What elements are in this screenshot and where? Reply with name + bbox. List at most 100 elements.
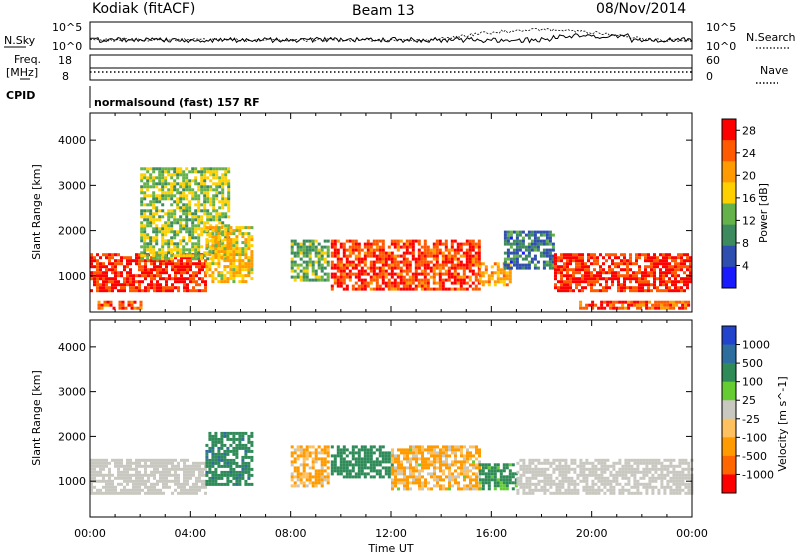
scatter-cell xyxy=(466,472,469,476)
scatter-cell xyxy=(418,469,421,473)
scatter-cell xyxy=(518,233,522,237)
scatter-cell xyxy=(111,491,114,495)
scatter-cell xyxy=(426,284,430,288)
scatter-cell xyxy=(198,470,201,474)
scatter-cell xyxy=(436,454,439,458)
scatter-cell xyxy=(114,476,117,480)
scatter-cell xyxy=(118,306,122,310)
scatter-cell xyxy=(167,224,171,228)
scatter-cell xyxy=(621,300,625,304)
scatter-cell xyxy=(400,451,403,455)
scatter-cell xyxy=(499,487,503,491)
scatter-cell xyxy=(493,469,497,473)
scatter-cell xyxy=(126,476,129,480)
scatter-cell xyxy=(384,460,388,464)
scatter-cell xyxy=(603,491,607,495)
scatter-cell xyxy=(522,464,526,468)
scatter-cell xyxy=(214,437,218,441)
scatter-cell xyxy=(302,448,306,452)
scatter-cell xyxy=(311,245,315,249)
scatter-cell xyxy=(223,434,227,438)
scatter-cell xyxy=(378,287,382,291)
scatter-cell xyxy=(427,451,430,455)
scatter-cell xyxy=(411,278,415,282)
scatter-cell xyxy=(493,283,497,287)
scatter-cell xyxy=(578,280,581,284)
scatter-cell xyxy=(147,479,150,483)
scatter-cell xyxy=(633,300,637,304)
scatter-cell xyxy=(201,262,204,266)
scatter-cell xyxy=(450,281,454,285)
scatter-cell xyxy=(103,300,107,304)
scatter-cell xyxy=(215,170,219,174)
scatter-cell xyxy=(518,263,522,267)
scatter-cell xyxy=(93,470,96,474)
scatter-cell xyxy=(217,256,221,260)
scatter-cell xyxy=(114,274,117,278)
scatter-cell xyxy=(211,446,215,450)
scatter-cell xyxy=(153,470,156,474)
scatter-cell xyxy=(436,445,439,449)
scatter-cell xyxy=(220,440,224,444)
scatter-cell xyxy=(518,245,522,249)
scatter-cell xyxy=(311,481,315,485)
scatter-cell xyxy=(474,275,478,279)
scatter-cell xyxy=(93,473,96,477)
scatter-cell xyxy=(192,277,195,281)
scatter-cell xyxy=(117,473,120,477)
scatter-cell xyxy=(173,248,177,252)
scatter-cell xyxy=(521,242,525,246)
scatter-cell xyxy=(197,233,201,237)
scatter-cell xyxy=(460,448,463,452)
scatter-cell xyxy=(518,266,522,270)
scatter-cell xyxy=(214,470,218,474)
colorbar-tick-label: 8 xyxy=(742,237,749,250)
scatter-cell xyxy=(167,227,171,231)
scatter-cell xyxy=(247,455,251,459)
scatter-cell xyxy=(305,278,309,282)
scatter-cell xyxy=(192,473,195,477)
scatter-cell xyxy=(186,470,189,474)
scatter-cell xyxy=(453,287,457,291)
scatter-cell xyxy=(156,479,159,483)
scatter-cell xyxy=(162,271,165,275)
scatter-cell xyxy=(438,266,442,270)
scatter-cell xyxy=(626,277,629,281)
scatter-cell xyxy=(641,271,644,275)
scatter-cell xyxy=(220,446,224,450)
scatter-cell xyxy=(140,233,144,237)
scatter-cell xyxy=(378,254,382,258)
scatter-cell xyxy=(600,300,604,304)
scatter-cell xyxy=(463,487,466,491)
scatter-cell xyxy=(165,277,168,281)
scatter-cell xyxy=(185,224,189,228)
scatter-cell xyxy=(555,464,559,468)
scatter-cell xyxy=(212,173,216,177)
scatter-cell xyxy=(205,461,209,465)
scatter-cell xyxy=(247,467,251,471)
scatter-cell xyxy=(612,479,616,483)
scatter-cell xyxy=(621,485,625,489)
scatter-cell xyxy=(512,257,516,261)
scatter-cell xyxy=(663,303,667,307)
scatter-cell xyxy=(557,256,560,260)
scatter-cell xyxy=(426,272,430,276)
scatter-cell xyxy=(534,464,538,468)
scatter-cell xyxy=(612,488,616,492)
scatter-cell xyxy=(311,263,315,267)
scatter-cell xyxy=(183,482,186,486)
scatter-cell xyxy=(525,464,529,468)
scatter-cell xyxy=(687,473,691,477)
scatter-cell xyxy=(415,445,418,449)
x-tick-label: 00:00 xyxy=(74,527,106,540)
scatter-cell xyxy=(384,457,388,461)
scatter-cell xyxy=(229,449,233,453)
scatter-cell xyxy=(581,277,584,281)
scatter-cell xyxy=(120,464,123,468)
scatter-cell xyxy=(505,277,509,281)
scatter-cell xyxy=(180,262,183,266)
scatter-cell xyxy=(584,280,587,284)
scatter-cell xyxy=(93,277,96,281)
scatter-cell xyxy=(402,275,406,279)
scatter-cell xyxy=(530,245,534,249)
